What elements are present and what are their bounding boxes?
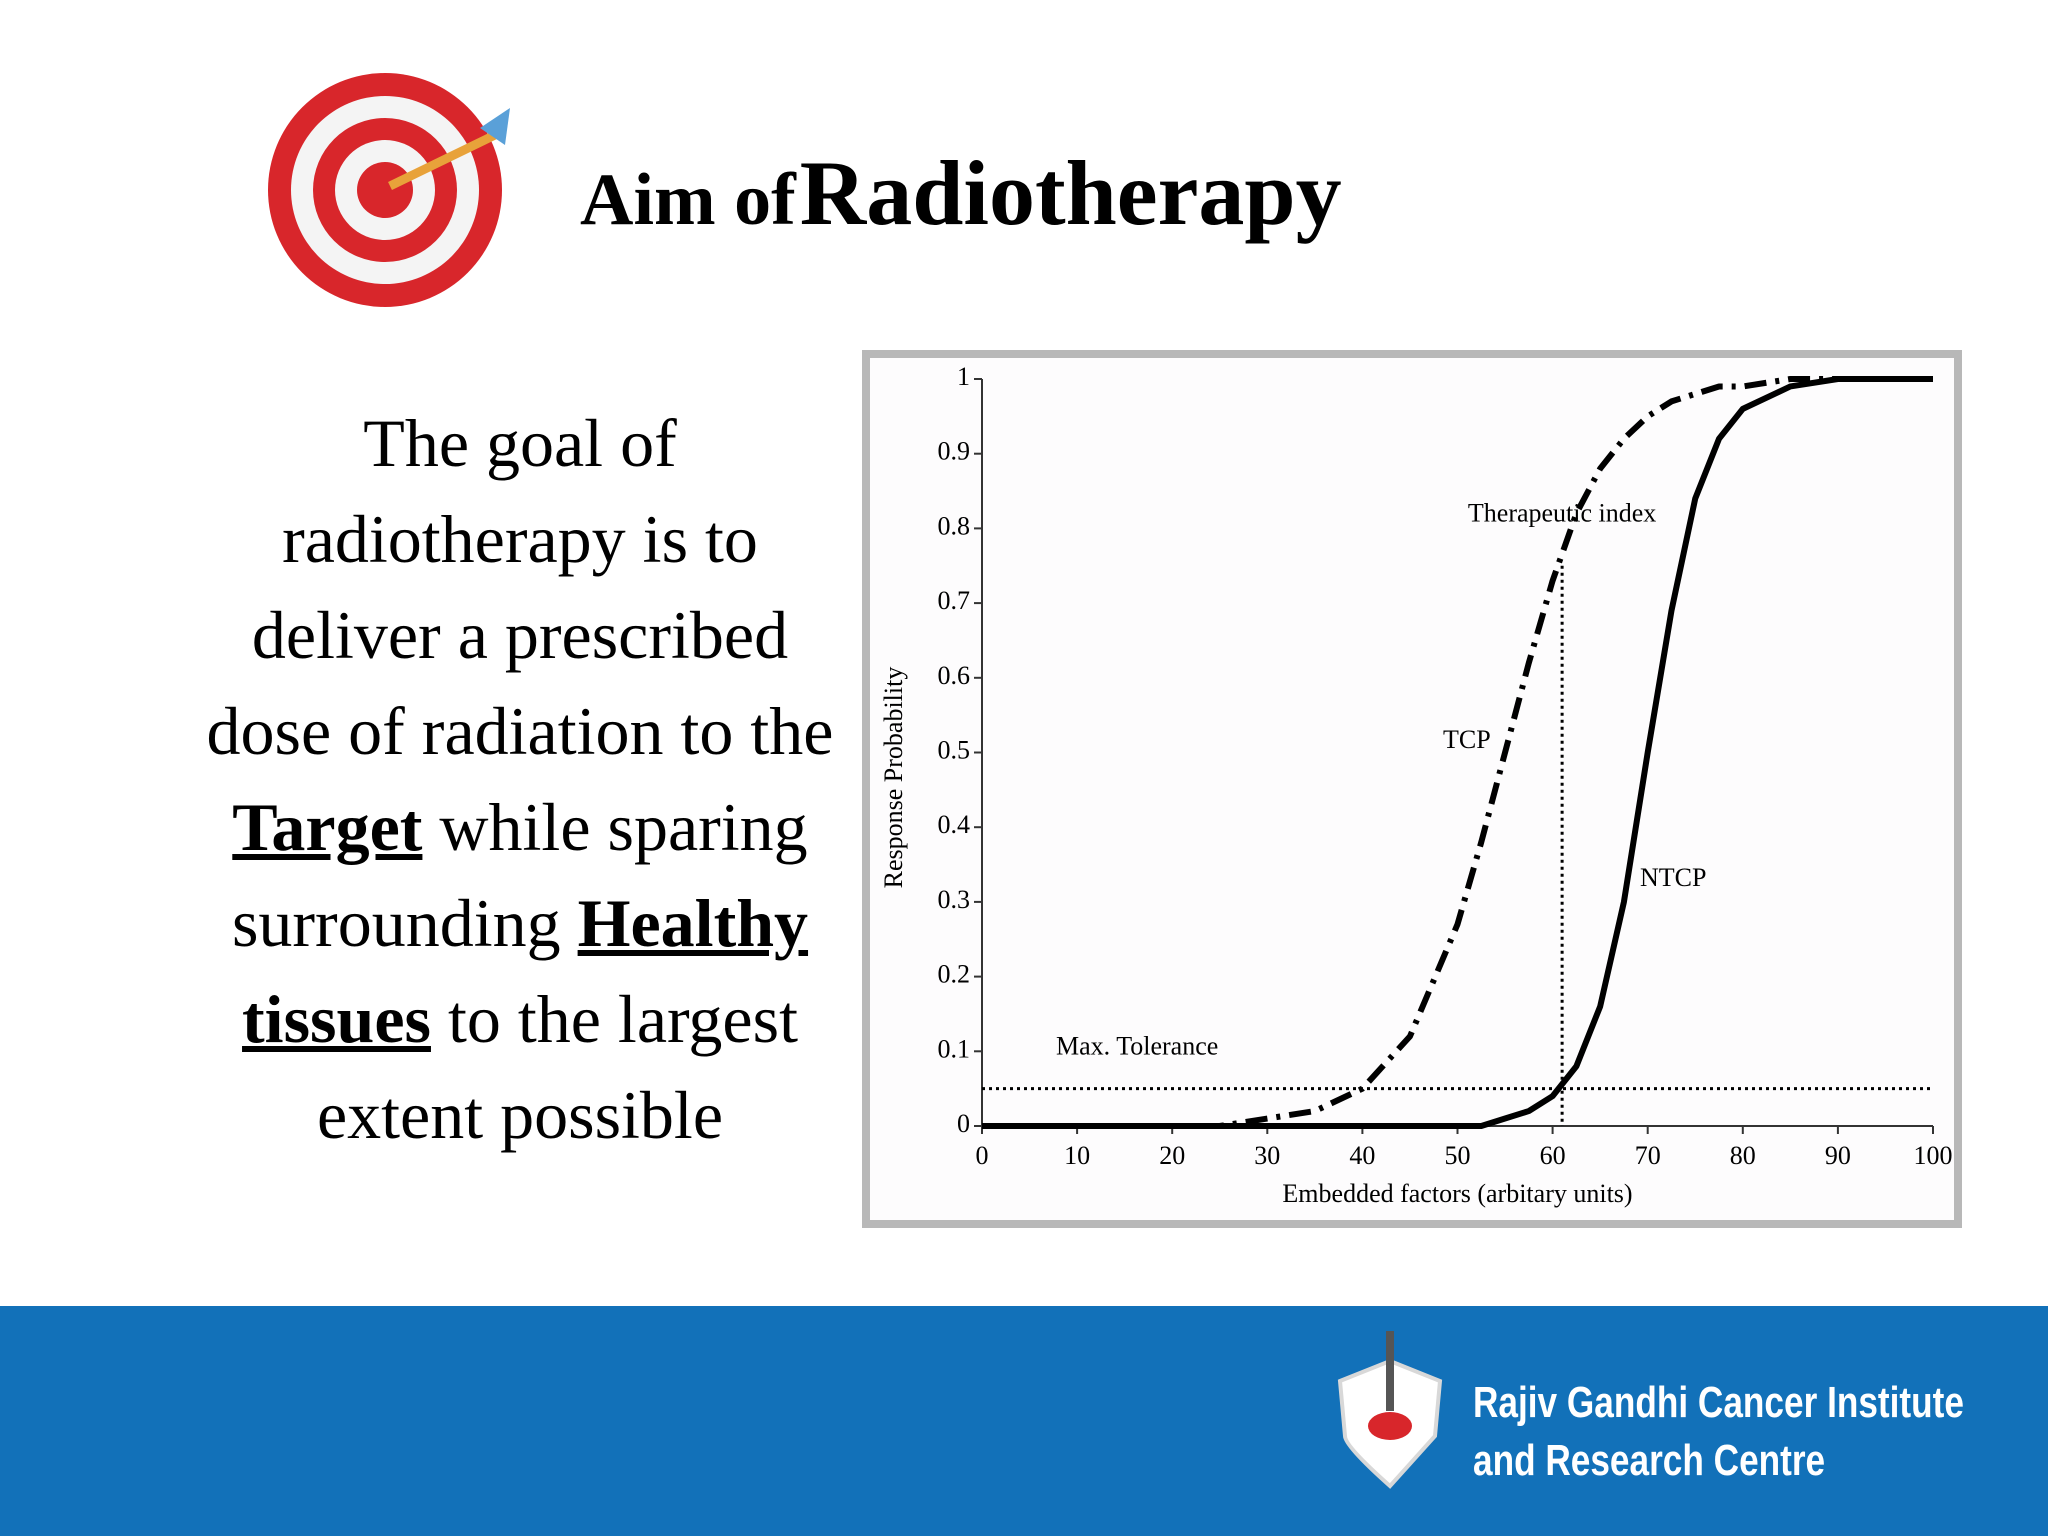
x-tick-label: 90 [1825, 1141, 1851, 1170]
y-tick-label: 0.5 [938, 735, 971, 764]
series-line [982, 376, 1933, 1129]
y-tick-label: 0 [957, 1109, 970, 1138]
institute-name: Rajiv Gandhi Cancer Institute [1473, 1378, 1964, 1427]
y-axis-label: Response Probability [879, 667, 908, 889]
series-line [982, 376, 1933, 1129]
x-tick-label: 20 [1159, 1141, 1185, 1170]
y-tick-label: 0.6 [938, 661, 971, 690]
text: The goal of radiotherapy is to deliver a… [206, 405, 834, 769]
chart: 00.10.20.30.40.50.60.70.80.910 10 20 30 40 50… [862, 350, 1962, 1228]
y-tick-label: 0.3 [938, 885, 971, 914]
y-tick-label: 0.1 [938, 1034, 971, 1063]
slide-title: Aim of Radiotherapy [580, 140, 1342, 246]
x-tick-label: 80 [1730, 1141, 1756, 1170]
reference-label: Therapeutic index [1468, 499, 1656, 528]
x-tick-label: 50 [1445, 1141, 1471, 1170]
series-label: NTCP [1640, 863, 1706, 892]
title-small: Aim of [580, 159, 796, 241]
x-tick-label: 100 [1914, 1141, 1953, 1170]
y-tick-label: 0.7 [938, 586, 971, 615]
x-tick-label: 0 [976, 1141, 989, 1170]
x-tick-label: 60 [1540, 1141, 1566, 1170]
footer: Rajiv Gandhi Cancer Institute and Resear… [0, 1306, 2048, 1536]
y-tick-label: 0.2 [938, 960, 971, 989]
title-large: Radiotherapy [799, 142, 1342, 244]
x-tick-label: 40 [1349, 1141, 1375, 1170]
emphasis: Target [232, 789, 423, 865]
text: while sparing surrounding [231, 789, 808, 961]
target-icon [268, 73, 510, 307]
y-tick-label: 0.8 [938, 511, 971, 540]
y-tick-label: 0.4 [938, 810, 971, 839]
series-label: TCP [1443, 725, 1491, 754]
y-tick-label: 1 [957, 362, 970, 391]
reference-label: Max. Tolerance [1056, 1032, 1218, 1061]
emphasis: Healthy tissues [242, 885, 809, 1057]
x-axis-label: Embedded factors (arbitary units) [1282, 1179, 1632, 1208]
x-tick-label: 30 [1254, 1141, 1280, 1170]
institute-logo [1337, 1331, 1443, 1489]
institute-name: and Research Centre [1473, 1436, 1826, 1485]
body-text: The goal of radiotherapy is to deliver a… [190, 395, 850, 1163]
x-tick-label: 70 [1635, 1141, 1661, 1170]
text: to the largest extent possible [316, 981, 798, 1153]
x-tick-label: 10 [1064, 1141, 1090, 1170]
y-tick-label: 0.9 [938, 437, 971, 466]
chart-frame [862, 350, 1962, 1228]
